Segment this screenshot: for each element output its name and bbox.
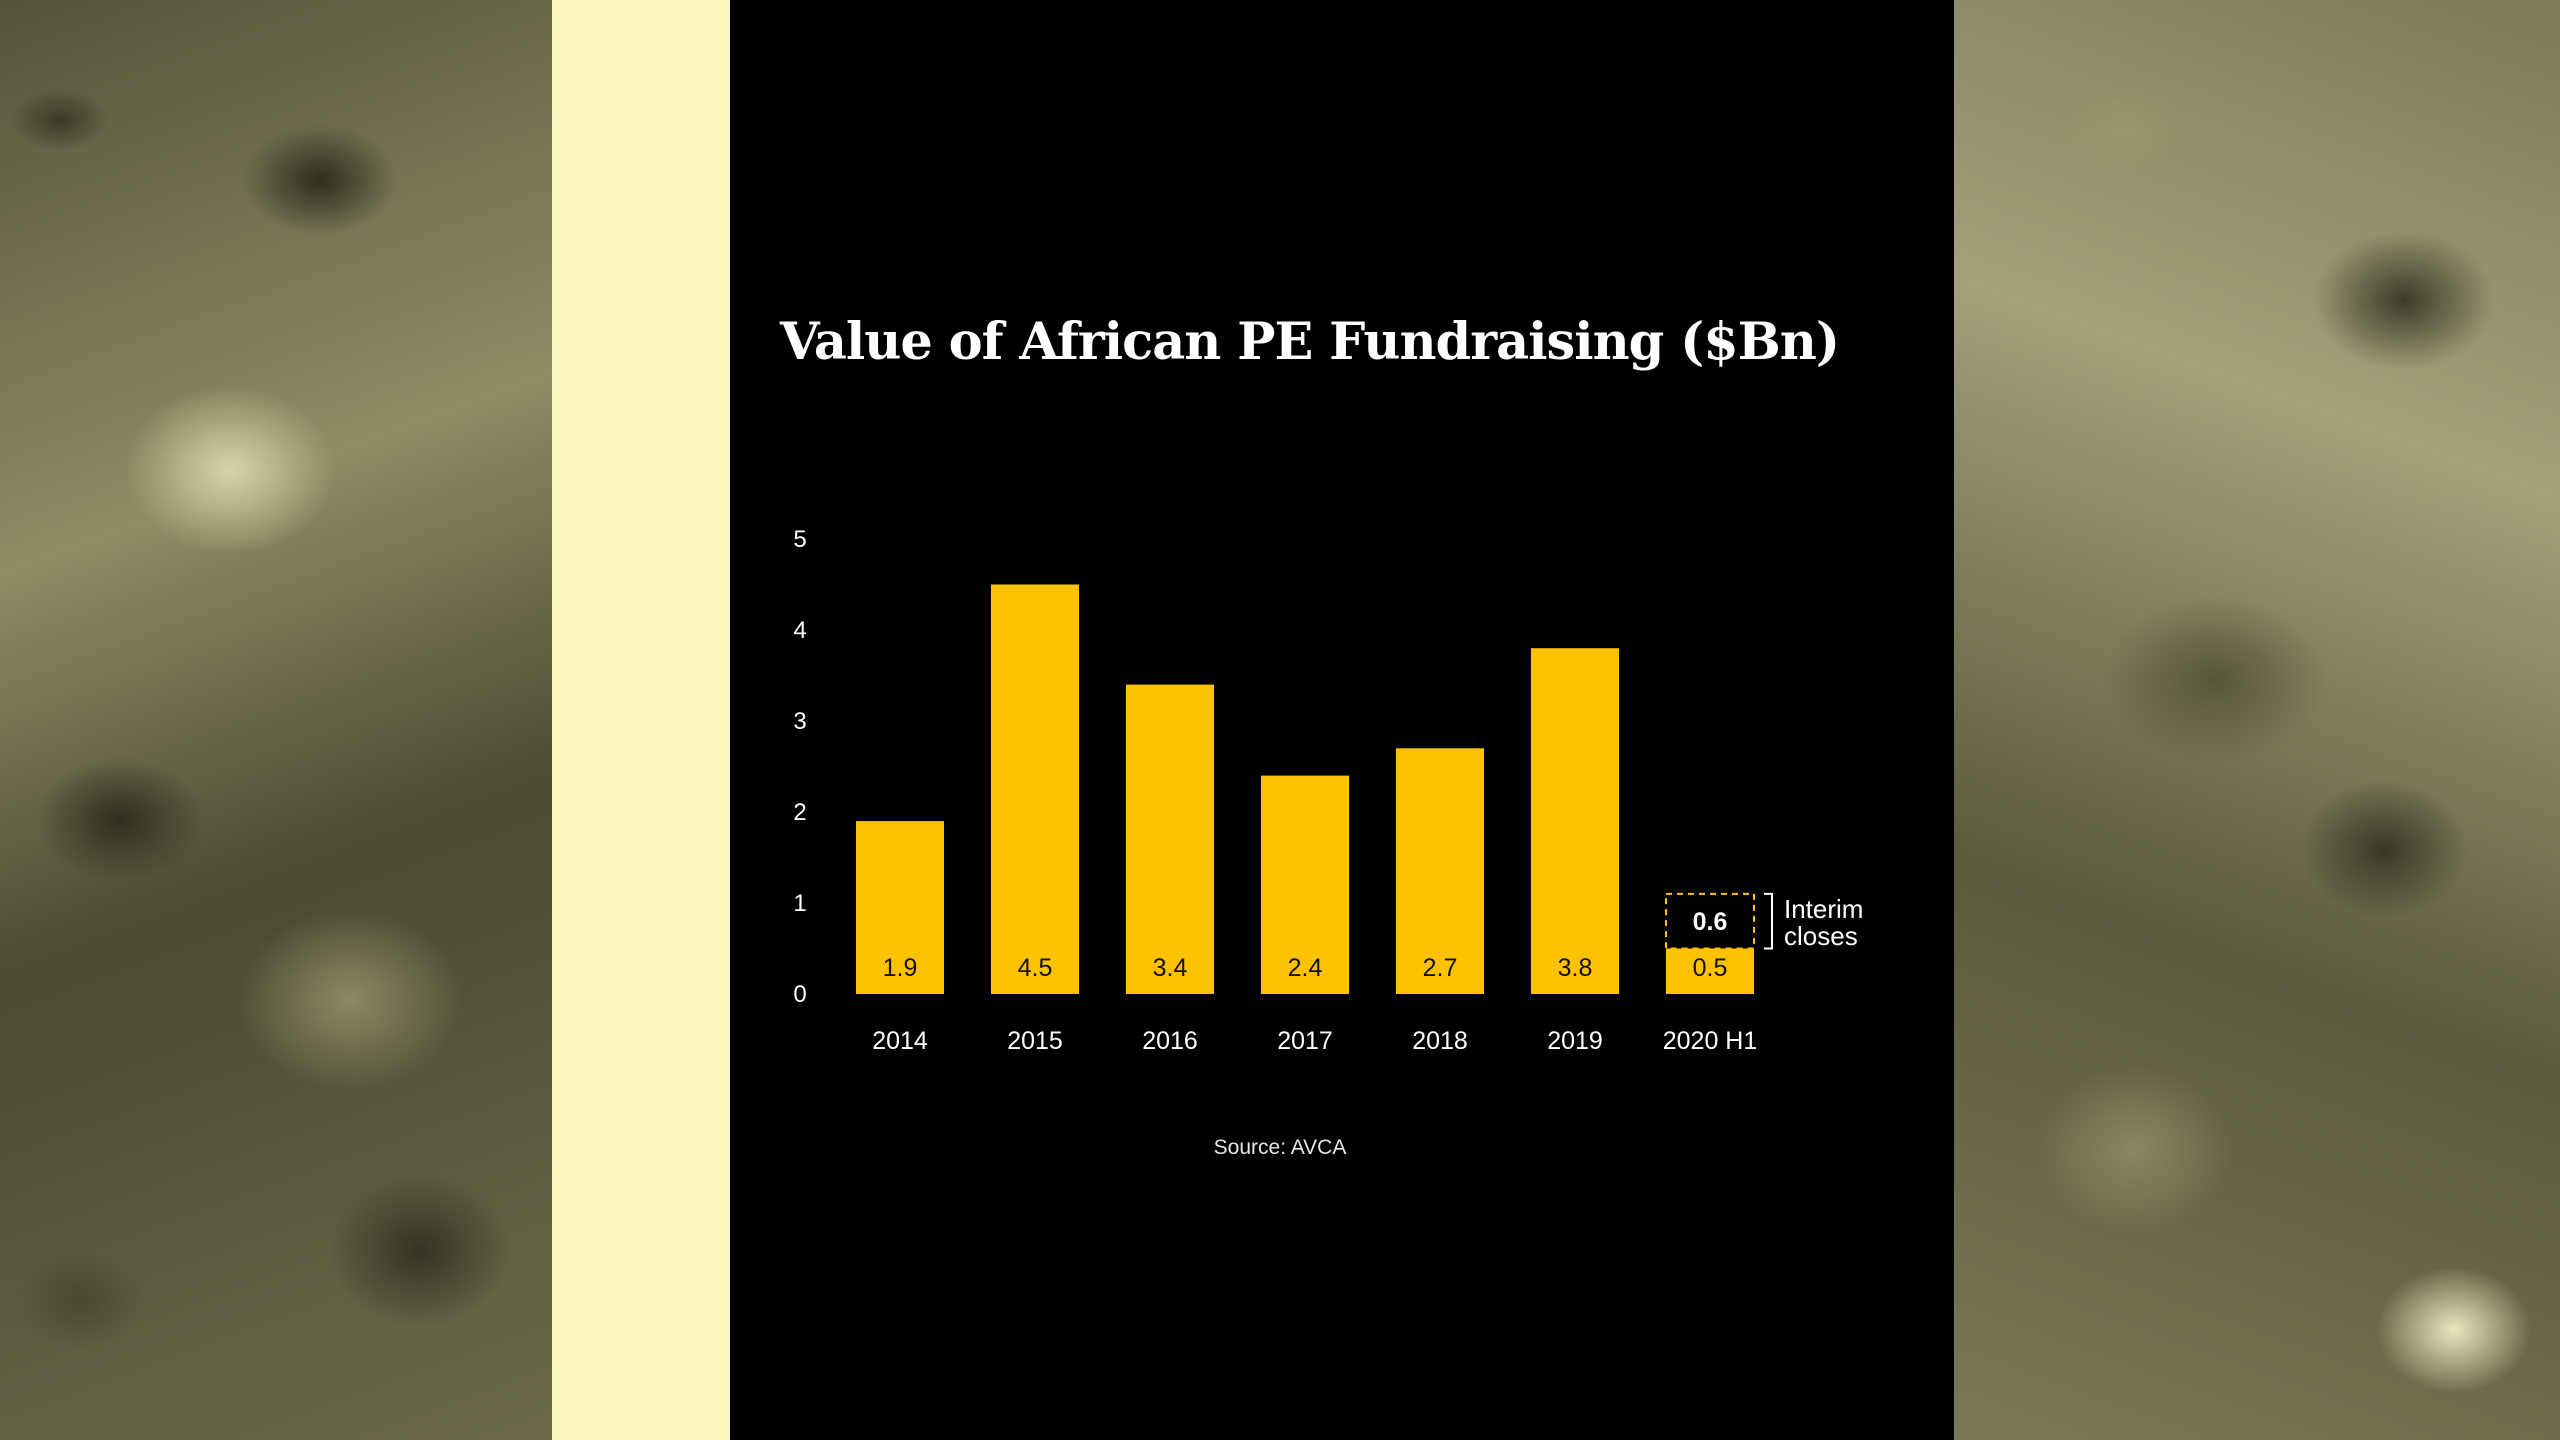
- bar: [1531, 648, 1619, 994]
- bar-value-label: 4.5: [1018, 954, 1053, 982]
- bar: [1396, 748, 1484, 994]
- bar-value-label: 1.9: [883, 954, 918, 982]
- bar: [991, 584, 1079, 994]
- interim-bracket: [1764, 892, 1773, 950]
- interim-annotation-line: closes: [1784, 921, 1858, 951]
- bar-value-label: 0.5: [1693, 954, 1728, 982]
- x-tick-label: 2018: [1412, 1027, 1468, 1055]
- interim-value-label: 0.6: [1693, 908, 1728, 936]
- interim-annotation-line: Interim: [1784, 894, 1863, 924]
- bar: [856, 821, 944, 994]
- x-tick-label: 2016: [1142, 1027, 1198, 1055]
- y-tick-label: 2: [793, 799, 806, 826]
- bar: [1261, 775, 1349, 994]
- y-tick-label: 3: [793, 708, 806, 735]
- x-tick-label: 2015: [1007, 1027, 1063, 1055]
- chart-source: Source: AVCA: [1213, 1136, 1347, 1159]
- bar: [1666, 948, 1754, 994]
- chart-panel: [730, 0, 1954, 1440]
- aerial-photo-right: [1954, 0, 2560, 1440]
- y-tick-label: 0: [793, 981, 806, 1008]
- y-tick-label: 4: [793, 617, 806, 644]
- chart-title: Value of African PE Fundraising ($Bn): [780, 312, 1840, 372]
- x-tick-label: 2020 H1: [1663, 1027, 1758, 1055]
- bar: [1126, 684, 1214, 994]
- x-tick-label: 2017: [1277, 1027, 1333, 1055]
- cream-strip: [552, 0, 730, 1440]
- bar-value-label: 3.8: [1558, 954, 1593, 982]
- aerial-photo-left: [0, 0, 552, 1440]
- bar-value-label: 2.7: [1423, 954, 1458, 982]
- bar-chart: 0 1 2 3 4 5 1.9 2014 4.5 2015 3.4 2016 2.4 2017 2.7 201…: [793, 526, 1863, 1055]
- bar-value-label: 2.4: [1288, 954, 1323, 982]
- y-tick-label: 5: [793, 526, 806, 553]
- y-tick-label: 1: [793, 890, 806, 917]
- x-tick-label: 2019: [1547, 1027, 1603, 1055]
- interim-segment: [1665, 892, 1755, 950]
- bar-value-label: 3.4: [1153, 954, 1188, 982]
- x-tick-label: 2014: [872, 1027, 928, 1055]
